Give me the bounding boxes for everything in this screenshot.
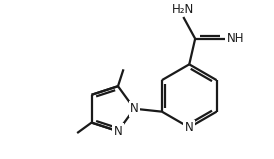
Text: NH: NH [227,32,244,45]
Text: H₂N: H₂N [172,3,195,16]
Text: N: N [114,125,122,138]
Text: N: N [185,121,194,134]
Text: N: N [130,102,139,115]
